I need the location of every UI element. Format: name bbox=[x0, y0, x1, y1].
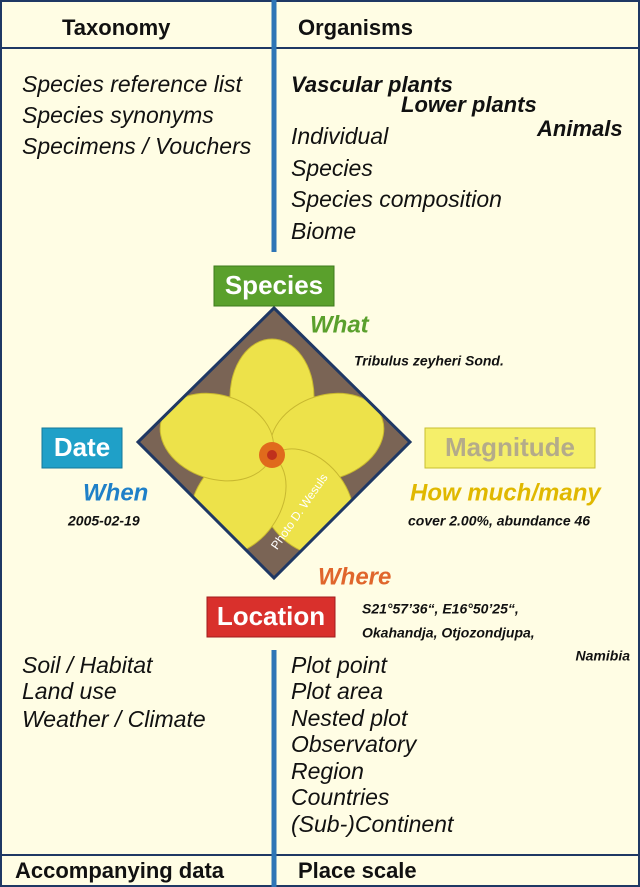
taxonomy-item: Species synonyms bbox=[22, 102, 214, 128]
date-question: When bbox=[83, 479, 148, 506]
location-value: S21°57’36“, E16°50’25“, bbox=[362, 601, 519, 617]
place-item: Plot point bbox=[291, 652, 389, 678]
organism-group: Animals bbox=[536, 116, 623, 141]
location-question: Where bbox=[318, 563, 391, 590]
location-value: Okahandja, Otjozondjupa, bbox=[362, 625, 535, 641]
magnitude-label: Magnitude bbox=[445, 432, 575, 462]
species-label: Species bbox=[225, 270, 323, 300]
organism-group: Lower plants bbox=[401, 92, 537, 117]
magnitude-value: cover 2.00%, abundance 46 bbox=[408, 513, 590, 529]
place-item: Countries bbox=[291, 784, 390, 810]
footer-right: Place scale bbox=[298, 858, 417, 883]
place-item: Observatory bbox=[291, 731, 418, 757]
species-value: Tribulus zeyheri Sond. bbox=[354, 353, 504, 369]
organism-level: Biome bbox=[291, 218, 356, 244]
place-item: Nested plot bbox=[291, 705, 409, 731]
accompanying-item: Weather / Climate bbox=[22, 706, 206, 732]
taxonomy-item: Specimens / Vouchers bbox=[22, 133, 252, 159]
taxonomy-item: Species reference list bbox=[22, 71, 243, 97]
header-left: Taxonomy bbox=[62, 15, 171, 40]
date-value: 2005-02-19 bbox=[67, 513, 140, 529]
organism-level: Individual bbox=[291, 123, 389, 149]
header-right: Organisms bbox=[298, 15, 413, 40]
footer-left: Accompanying data bbox=[15, 858, 225, 883]
accompanying-item: Soil / Habitat bbox=[22, 652, 154, 678]
diagram: Taxonomy Organisms Species reference lis… bbox=[0, 0, 640, 887]
place-item: Plot area bbox=[291, 678, 383, 704]
place-item: Region bbox=[291, 758, 364, 784]
magnitude-question: How much/many bbox=[410, 479, 602, 506]
organism-level: Species bbox=[291, 155, 373, 181]
location-value: Namibia bbox=[576, 648, 631, 664]
place-item: (Sub-)Continent bbox=[291, 811, 455, 837]
organism-level: Species composition bbox=[291, 186, 502, 212]
species-question: What bbox=[310, 311, 370, 338]
date-label: Date bbox=[54, 432, 110, 462]
location-label: Location bbox=[217, 601, 325, 631]
accompanying-item: Land use bbox=[22, 678, 117, 704]
